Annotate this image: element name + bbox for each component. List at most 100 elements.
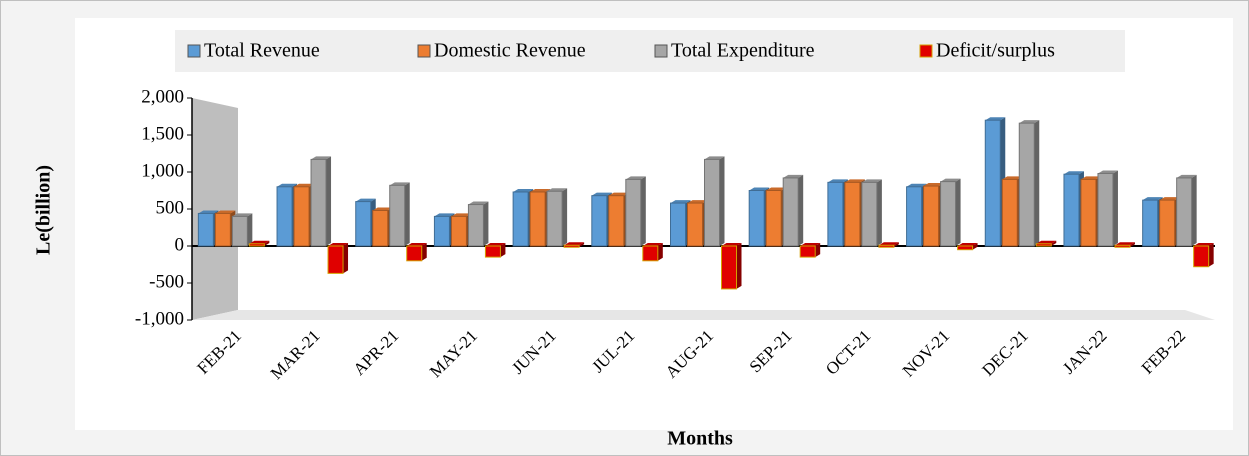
bar: [721, 245, 737, 290]
bar-top: [232, 213, 253, 217]
bar-top: [294, 183, 315, 187]
bar-side: [657, 243, 663, 261]
bar: [293, 186, 310, 247]
bar: [276, 186, 293, 247]
bar-side: [500, 243, 506, 258]
bar: [687, 202, 703, 247]
y-tick-label: 2,000: [141, 86, 184, 107]
bar: [1142, 199, 1159, 247]
bar: [861, 181, 878, 247]
bar: [450, 215, 467, 247]
bar-side: [719, 156, 725, 246]
bar: [529, 191, 546, 247]
bar-side: [893, 242, 899, 248]
bar-side: [1208, 243, 1214, 267]
y-tick-label: -1,000: [135, 308, 184, 329]
bar-top: [372, 207, 393, 211]
bar-top: [530, 188, 551, 192]
bar-top: [1193, 243, 1214, 246]
bar-side: [1129, 242, 1135, 248]
legend-box: [175, 30, 1125, 72]
legend-swatch: [654, 44, 668, 58]
bar-side: [1191, 174, 1197, 246]
bar: [765, 190, 782, 247]
bar-top: [861, 179, 882, 183]
bar-top: [923, 183, 944, 187]
bar-side: [640, 176, 646, 246]
legend-label: Total Revenue: [204, 40, 320, 62]
bar: [197, 212, 214, 247]
bar-side: [404, 182, 410, 246]
bar-top: [749, 187, 770, 191]
chart-area: [75, 18, 1233, 430]
bar: [1114, 244, 1131, 248]
bar-top: [704, 156, 725, 160]
bar-top: [451, 213, 472, 217]
bar-top: [1159, 197, 1180, 201]
bar-top: [766, 187, 787, 191]
bar: [748, 190, 765, 247]
bar-top: [277, 183, 298, 187]
bar: [984, 119, 1001, 247]
bar-top: [328, 243, 349, 246]
bar: [372, 209, 389, 247]
bar-top: [1097, 170, 1118, 174]
bar-top: [355, 198, 376, 202]
bar-top: [1142, 197, 1163, 201]
legend-label: Domestic Revenue: [434, 40, 586, 62]
bar: [827, 181, 844, 247]
bar-top: [827, 179, 848, 183]
bar-top: [783, 174, 804, 178]
bar: [1080, 178, 1097, 247]
bar-top: [906, 183, 927, 187]
bar-top: [311, 156, 332, 160]
bar-side: [421, 243, 427, 261]
x-axis-label: Months: [667, 428, 733, 450]
bar: [389, 184, 406, 247]
bar: [248, 243, 265, 247]
bar-top: [249, 240, 270, 244]
bar: [608, 195, 625, 247]
floor: [192, 310, 1215, 320]
y-tick-label: 1,000: [141, 160, 184, 181]
bar-top: [1176, 174, 1197, 178]
legend-swatch: [417, 44, 431, 58]
bar: [1063, 173, 1080, 247]
bar-top: [406, 243, 427, 246]
bar: [355, 201, 372, 247]
bar: [591, 195, 608, 247]
bar: [1097, 172, 1114, 247]
bar: [923, 185, 940, 247]
bar: [782, 177, 799, 247]
bar-top: [1036, 240, 1057, 244]
bar-top: [625, 176, 646, 180]
bar-side: [343, 243, 349, 274]
bar-side: [798, 174, 804, 246]
bar-side: [876, 179, 882, 246]
bar: [310, 158, 327, 247]
bar: [957, 245, 974, 251]
bar: [546, 190, 563, 247]
bar-top: [940, 178, 961, 182]
bar-side: [972, 243, 978, 250]
bar-top: [468, 201, 489, 205]
side-wall: [192, 98, 238, 320]
bar: [1001, 178, 1018, 247]
legend-label: Deficit/surplus: [936, 40, 1055, 62]
bar-top: [642, 243, 663, 246]
bar: [1018, 122, 1035, 247]
bar-side: [955, 178, 961, 246]
bar: [467, 204, 484, 247]
bar-top: [547, 188, 568, 192]
y-tick-label: 500: [156, 197, 185, 218]
bar-top: [564, 242, 585, 246]
bar: [642, 245, 659, 262]
bar-top: [721, 243, 742, 246]
bar-top: [591, 192, 612, 196]
bar-top: [800, 243, 821, 246]
bar-side: [815, 243, 821, 258]
y-tick-label: -500: [149, 271, 184, 292]
bar-side: [483, 201, 489, 246]
bar: [433, 215, 450, 247]
